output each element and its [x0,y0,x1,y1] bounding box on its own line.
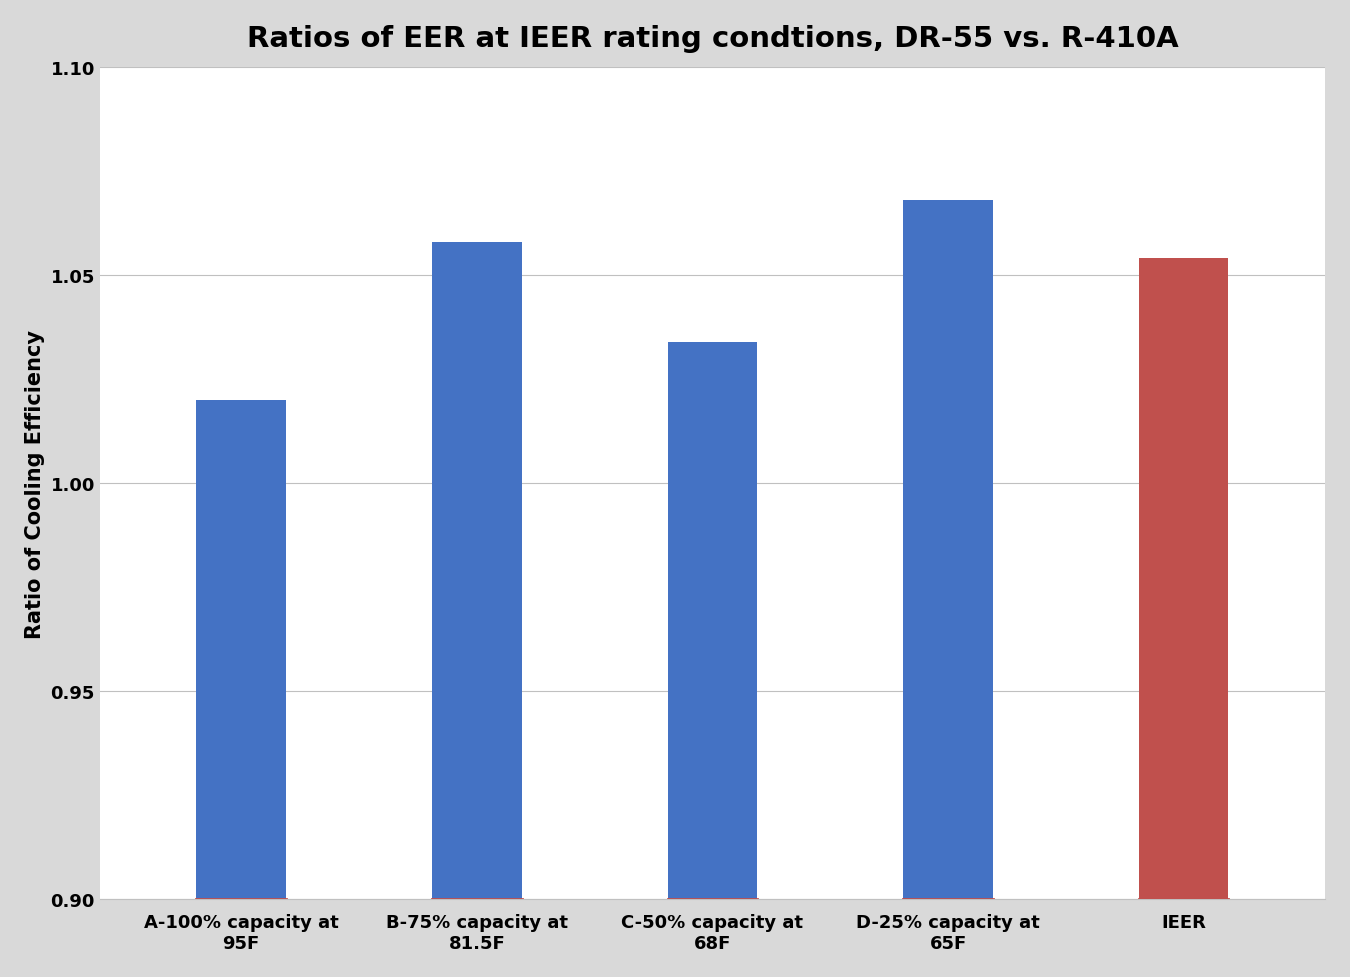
Y-axis label: Ratio of Cooling Efficiency: Ratio of Cooling Efficiency [26,329,45,638]
Title: Ratios of EER at IEER rating condtions, DR-55 vs. R-410A: Ratios of EER at IEER rating condtions, … [247,25,1179,53]
Bar [668,342,757,900]
Bar [432,242,521,900]
Bar [903,201,992,900]
Bar [1139,259,1228,900]
Bar [196,401,286,900]
